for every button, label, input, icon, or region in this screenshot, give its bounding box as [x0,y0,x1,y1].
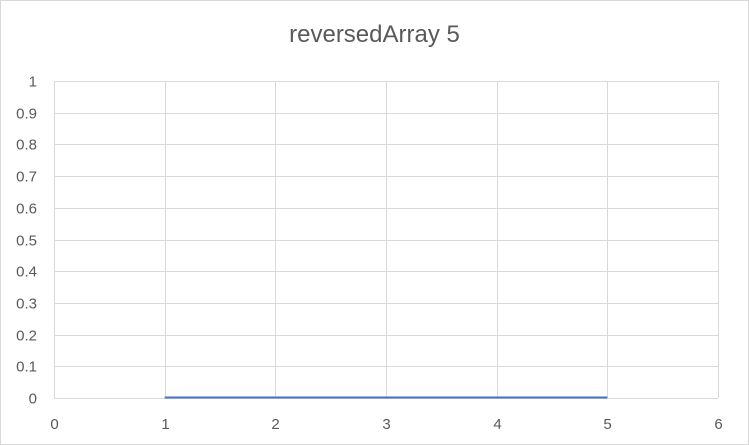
y-tick-label: 0.8 [16,137,37,154]
x-tick-label: 3 [382,416,390,433]
x-tick-label: 5 [603,416,611,433]
y-tick-label: 0 [29,391,37,408]
y-tick-label: 0.9 [16,106,37,123]
y-tick-label: 0.5 [16,233,37,250]
y-tick-label: 0.7 [16,169,37,186]
chart-title: reversedArray 5 [289,21,460,48]
y-tick-label: 0.1 [16,359,37,376]
x-tick-label: 2 [271,416,279,433]
y-tick-labels: 0 0.1 0.2 0.3 0.4 0.5 0.6 0.7 0.8 0.9 1 [16,74,37,408]
y-tick-label: 1 [29,74,37,91]
x-tick-labels: 0 1 2 3 4 5 6 [50,416,722,433]
y-tick-label: 0.6 [16,201,37,218]
x-tick-label: 6 [714,416,722,433]
x-tick-label: 4 [493,416,501,433]
y-tick-label: 0.2 [16,328,37,345]
y-tick-label: 0.4 [16,264,37,281]
x-tick-label: 0 [50,416,58,433]
y-tick-label: 0.3 [16,296,37,313]
grid-lines [54,81,719,399]
x-tick-label: 1 [161,416,169,433]
